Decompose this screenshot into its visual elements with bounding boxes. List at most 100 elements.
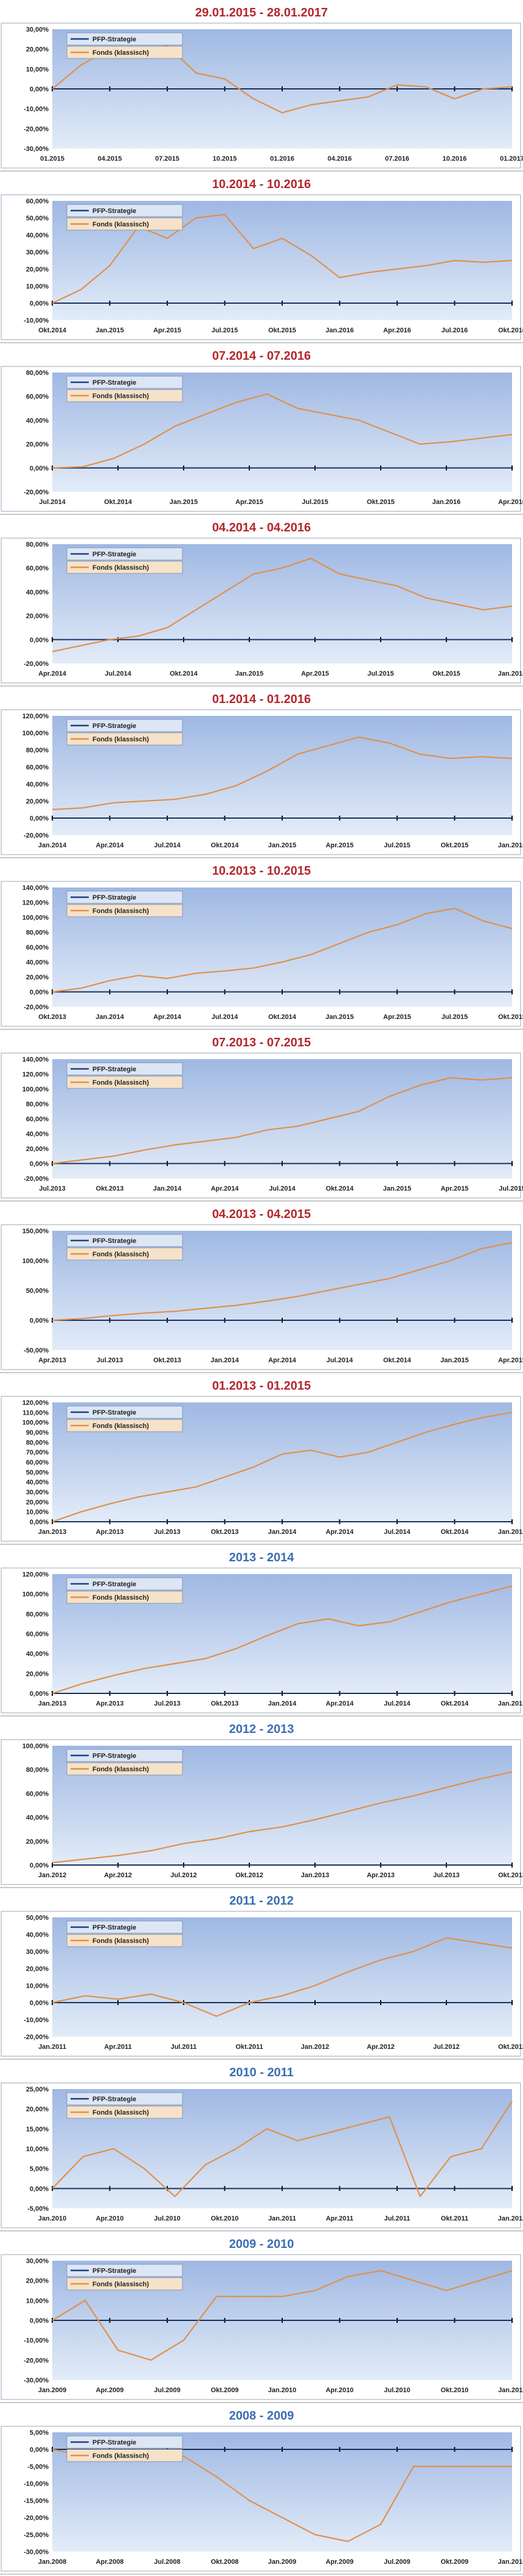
legend-label: PFP-Strategie — [92, 379, 136, 387]
x-tick-label: Jul.2015 — [499, 1185, 523, 1192]
legend-label: Fonds (klassisch) — [92, 2109, 149, 2116]
x-tick-label: Apr.2013 — [96, 1528, 124, 1536]
legend-entry — [66, 46, 183, 59]
series-line-fonds-klassisch — [52, 1771, 513, 1864]
x-tick-label: Apr.2015 — [498, 1357, 523, 1364]
x-tick-label: Jan.2012 — [498, 2215, 523, 2222]
legend-label: Fonds (klassisch) — [92, 1937, 149, 1945]
series-line-fonds-klassisch — [52, 736, 513, 811]
y-tick-label: 100,00% — [23, 1419, 49, 1427]
y-tick-label: 50,00% — [26, 1914, 49, 1922]
x-tick-label: Apr.2009 — [326, 2558, 354, 2566]
x-tick-label: Okt.2014 — [441, 1528, 469, 1536]
x-tick-label: Okt.2013 — [96, 1185, 124, 1192]
x-tick-label: 07.2016 — [385, 155, 409, 163]
legend-entry — [66, 561, 183, 574]
y-tick-label: 60,00% — [26, 1631, 49, 1638]
x-tick-label: Jan.2010 — [498, 2558, 523, 2566]
legend-label: PFP-Strategie — [92, 551, 136, 558]
x-tick-label: Jul.2011 — [171, 2043, 197, 2051]
chart-panel: 01.2014 - 01.2016 -20,00% 0,00% 20,00% 40,00… — [0, 687, 523, 858]
chart-title: 2011 - 2012 — [229, 1894, 294, 1908]
chart-title: 2009 - 2010 — [229, 2238, 294, 2251]
x-tick-label: Jul.2016 — [442, 327, 468, 334]
legend-label: PFP-Strategie — [92, 1409, 136, 1416]
x-tick-label: Okt.2014 — [326, 1185, 355, 1192]
x-tick-label: Jul.2008 — [154, 2558, 180, 2566]
legend-label: Fonds (klassisch) — [92, 564, 149, 572]
legend-label: PFP-Strategie — [92, 1066, 136, 1073]
x-tick-label: Okt.2013 — [153, 1357, 181, 1364]
x-tick-label: Jul.2014 — [39, 499, 66, 506]
legend-label: PFP-Strategie — [92, 1237, 136, 1245]
y-tick-label: 100,00% — [23, 1591, 49, 1598]
series-line-fonds-klassisch — [52, 1242, 513, 1321]
legend-label: Fonds (klassisch) — [92, 2281, 149, 2288]
legend-entry — [66, 2105, 183, 2119]
y-tick-label: 10,00% — [26, 1983, 49, 1990]
y-tick-label: 60,00% — [26, 944, 49, 951]
x-tick-label: Jan.2015 — [440, 1357, 468, 1364]
x-tick-label: Apr.2010 — [326, 2387, 354, 2394]
y-tick-label: 30,00% — [26, 2258, 49, 2265]
chart-panel: 04.2014 - 04.2016 -20,00% 0,00% 20,00% 40,00… — [0, 515, 523, 687]
x-tick-label: Apr.2013 — [367, 1872, 395, 1879]
legend-label: Fonds (klassisch) — [92, 2452, 149, 2460]
legend: PFP-Strategie Fonds (klassisch) — [66, 1405, 183, 1432]
legend-entry — [66, 1405, 183, 1419]
x-tick-label: Jul.2015 — [212, 327, 238, 334]
y-tick-label: 40,00% — [26, 1651, 49, 1658]
y-tick-label: -20,00% — [24, 2034, 49, 2041]
x-tick-label: Apr.2014 — [211, 1185, 240, 1192]
x-tick-label: Jan.2011 — [268, 2215, 296, 2222]
x-tick-label: Jan.2008 — [38, 2558, 66, 2566]
x-tick-label: Jan.2014 — [268, 1700, 297, 1707]
series-line-fonds-klassisch — [52, 1937, 513, 2017]
x-tick-label: Jan.2015 — [268, 842, 296, 849]
y-tick-label: 0,00% — [30, 1690, 49, 1698]
line-chart: -20,00% 0,00% 20,00% 40,00% 60,00% 80,00% Jul.… — [1, 366, 523, 512]
x-tick-label: Jan.2015 — [235, 670, 263, 677]
x-tick-label: Okt.2015 — [498, 1013, 523, 1021]
x-tick-label: Apr.2014 — [326, 1700, 355, 1707]
y-tick-label: 80,00% — [26, 1101, 49, 1108]
legend-label: PFP-Strategie — [92, 1752, 136, 1760]
x-tick-label: Okt.2014 — [383, 1357, 412, 1364]
x-tick-label: Jan.2015 — [498, 1528, 523, 1536]
y-tick-label: 0,00% — [30, 2000, 49, 2007]
legend-entry — [66, 1591, 183, 1604]
y-tick-label: 20,00% — [26, 2278, 49, 2285]
chart-title: 10.2013 - 10.2015 — [212, 864, 311, 878]
chart-title: 2010 - 2011 — [229, 2066, 294, 2079]
chart-panel: 2008 - 2009 -30,00% -25,00% -20,00% -15,00% -… — [0, 2403, 523, 2575]
x-tick-label: Apr.2015 — [441, 1185, 469, 1192]
y-tick-label: 20,00% — [26, 1965, 49, 1973]
legend-label: PFP-Strategie — [92, 723, 136, 730]
y-tick-label: 120,00% — [23, 1399, 49, 1407]
x-tick-label: Jan.2011 — [38, 2043, 66, 2051]
y-tick-label: 0,00% — [30, 815, 49, 822]
legend: PFP-Strategie Fonds (klassisch) — [66, 2264, 183, 2291]
legend-entry — [66, 1749, 183, 1762]
x-tick-label: Jul.2014 — [327, 1357, 353, 1364]
y-tick-label: -10,00% — [24, 2017, 49, 2024]
legend: PFP-Strategie Fonds (klassisch) — [66, 1749, 183, 1776]
legend-label: Fonds (klassisch) — [92, 49, 149, 57]
legend-label: Fonds (klassisch) — [92, 1594, 149, 1601]
y-tick-label: -5,00% — [27, 2205, 49, 2213]
panel-separator — [0, 514, 523, 515]
x-tick-label: Apr.2015 — [326, 842, 354, 849]
y-tick-label: 60,00% — [26, 1459, 49, 1466]
y-tick-label: -20,00% — [24, 2515, 49, 2522]
y-tick-label: -30,00% — [24, 145, 49, 153]
chart-panel: 04.2013 - 04.2015 -50,00% 0,00% 50,00% 100,0… — [0, 1202, 523, 1373]
y-tick-label: 20,00% — [26, 266, 49, 273]
chart-panel: 2012 - 2013 0,00% 20,00% 40,00% 60,00% 80,00%… — [0, 1717, 523, 1888]
y-tick-label: 120,00% — [23, 1571, 49, 1578]
y-tick-label: -50,00% — [24, 1347, 49, 1354]
legend-entry — [66, 32, 183, 46]
y-tick-label: 20,00% — [26, 1499, 49, 1506]
y-tick-label: 70,00% — [26, 1449, 49, 1457]
y-tick-label: -10,00% — [24, 2337, 49, 2345]
series-line-fonds-klassisch — [52, 558, 513, 653]
